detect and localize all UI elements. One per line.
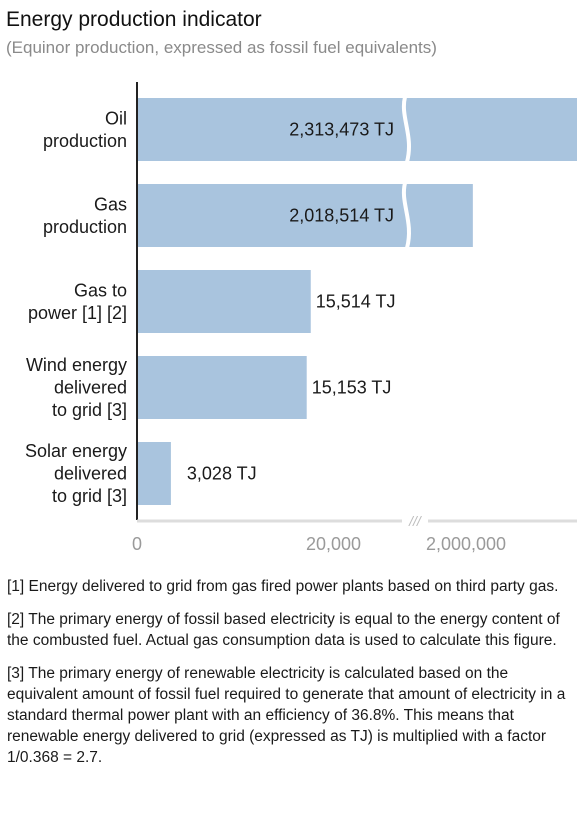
- bar-2: [137, 270, 311, 333]
- axis-break-symbol: ///: [408, 513, 423, 529]
- category-label-line: Gas to: [74, 280, 127, 300]
- data-label: 15,153 TJ: [312, 378, 392, 398]
- category-label-line: power [1] [2]: [28, 303, 127, 323]
- category-label-line: Wind energy: [26, 355, 127, 375]
- data-label: 15,514 TJ: [316, 292, 396, 312]
- category-label-line: Oil: [105, 108, 127, 128]
- category-label: Gas production: [43, 194, 127, 237]
- bar-chart: Oil production 2,313,473 TJ Gas production 2,…: [25, 82, 577, 554]
- footnotes: [1] Energy delivered to grid from gas fi…: [7, 576, 577, 780]
- chart-title: Energy production indicator: [6, 8, 262, 31]
- category-label-line: delivered: [54, 464, 127, 484]
- x-tick-label: 0: [132, 534, 142, 554]
- category-label-line: production: [43, 131, 127, 151]
- category-label-line: Gas: [94, 194, 127, 214]
- category-label-line: to grid [3]: [52, 486, 127, 506]
- category-label: Oil production: [43, 108, 127, 151]
- bar-break-0: [401, 96, 411, 163]
- bar-4: [137, 442, 171, 505]
- bar-break-1: [401, 182, 411, 249]
- bar-1: [137, 184, 473, 247]
- data-label: 2,313,473 TJ: [289, 120, 394, 140]
- category-label: Wind energy delivered to grid [3]: [26, 355, 127, 420]
- bar-3: [137, 356, 307, 419]
- footnote-1: [1] Energy delivered to grid from gas fi…: [7, 578, 559, 595]
- category-label-line: production: [43, 217, 127, 237]
- bar-0: [137, 98, 577, 161]
- footnote-3: [3] The primary energy of renewable elec…: [7, 665, 566, 766]
- data-label: 2,018,514 TJ: [289, 206, 394, 226]
- category-label: Solar energy delivered to grid [3]: [25, 441, 127, 506]
- category-label-line: to grid [3]: [52, 400, 127, 420]
- category-label-line: delivered: [54, 378, 127, 398]
- category-label-line: Solar energy: [25, 441, 127, 461]
- x-tick-label: 20,000: [306, 534, 361, 554]
- chart-subtitle: (Equinor production, expressed as fossil…: [6, 38, 437, 57]
- footnote-2: [2] The primary energy of fossil based e…: [7, 611, 560, 649]
- data-label: 3,028 TJ: [187, 464, 257, 484]
- x-tick-label: 2,000,000: [426, 534, 506, 554]
- category-label: Gas to power [1] [2]: [28, 280, 127, 323]
